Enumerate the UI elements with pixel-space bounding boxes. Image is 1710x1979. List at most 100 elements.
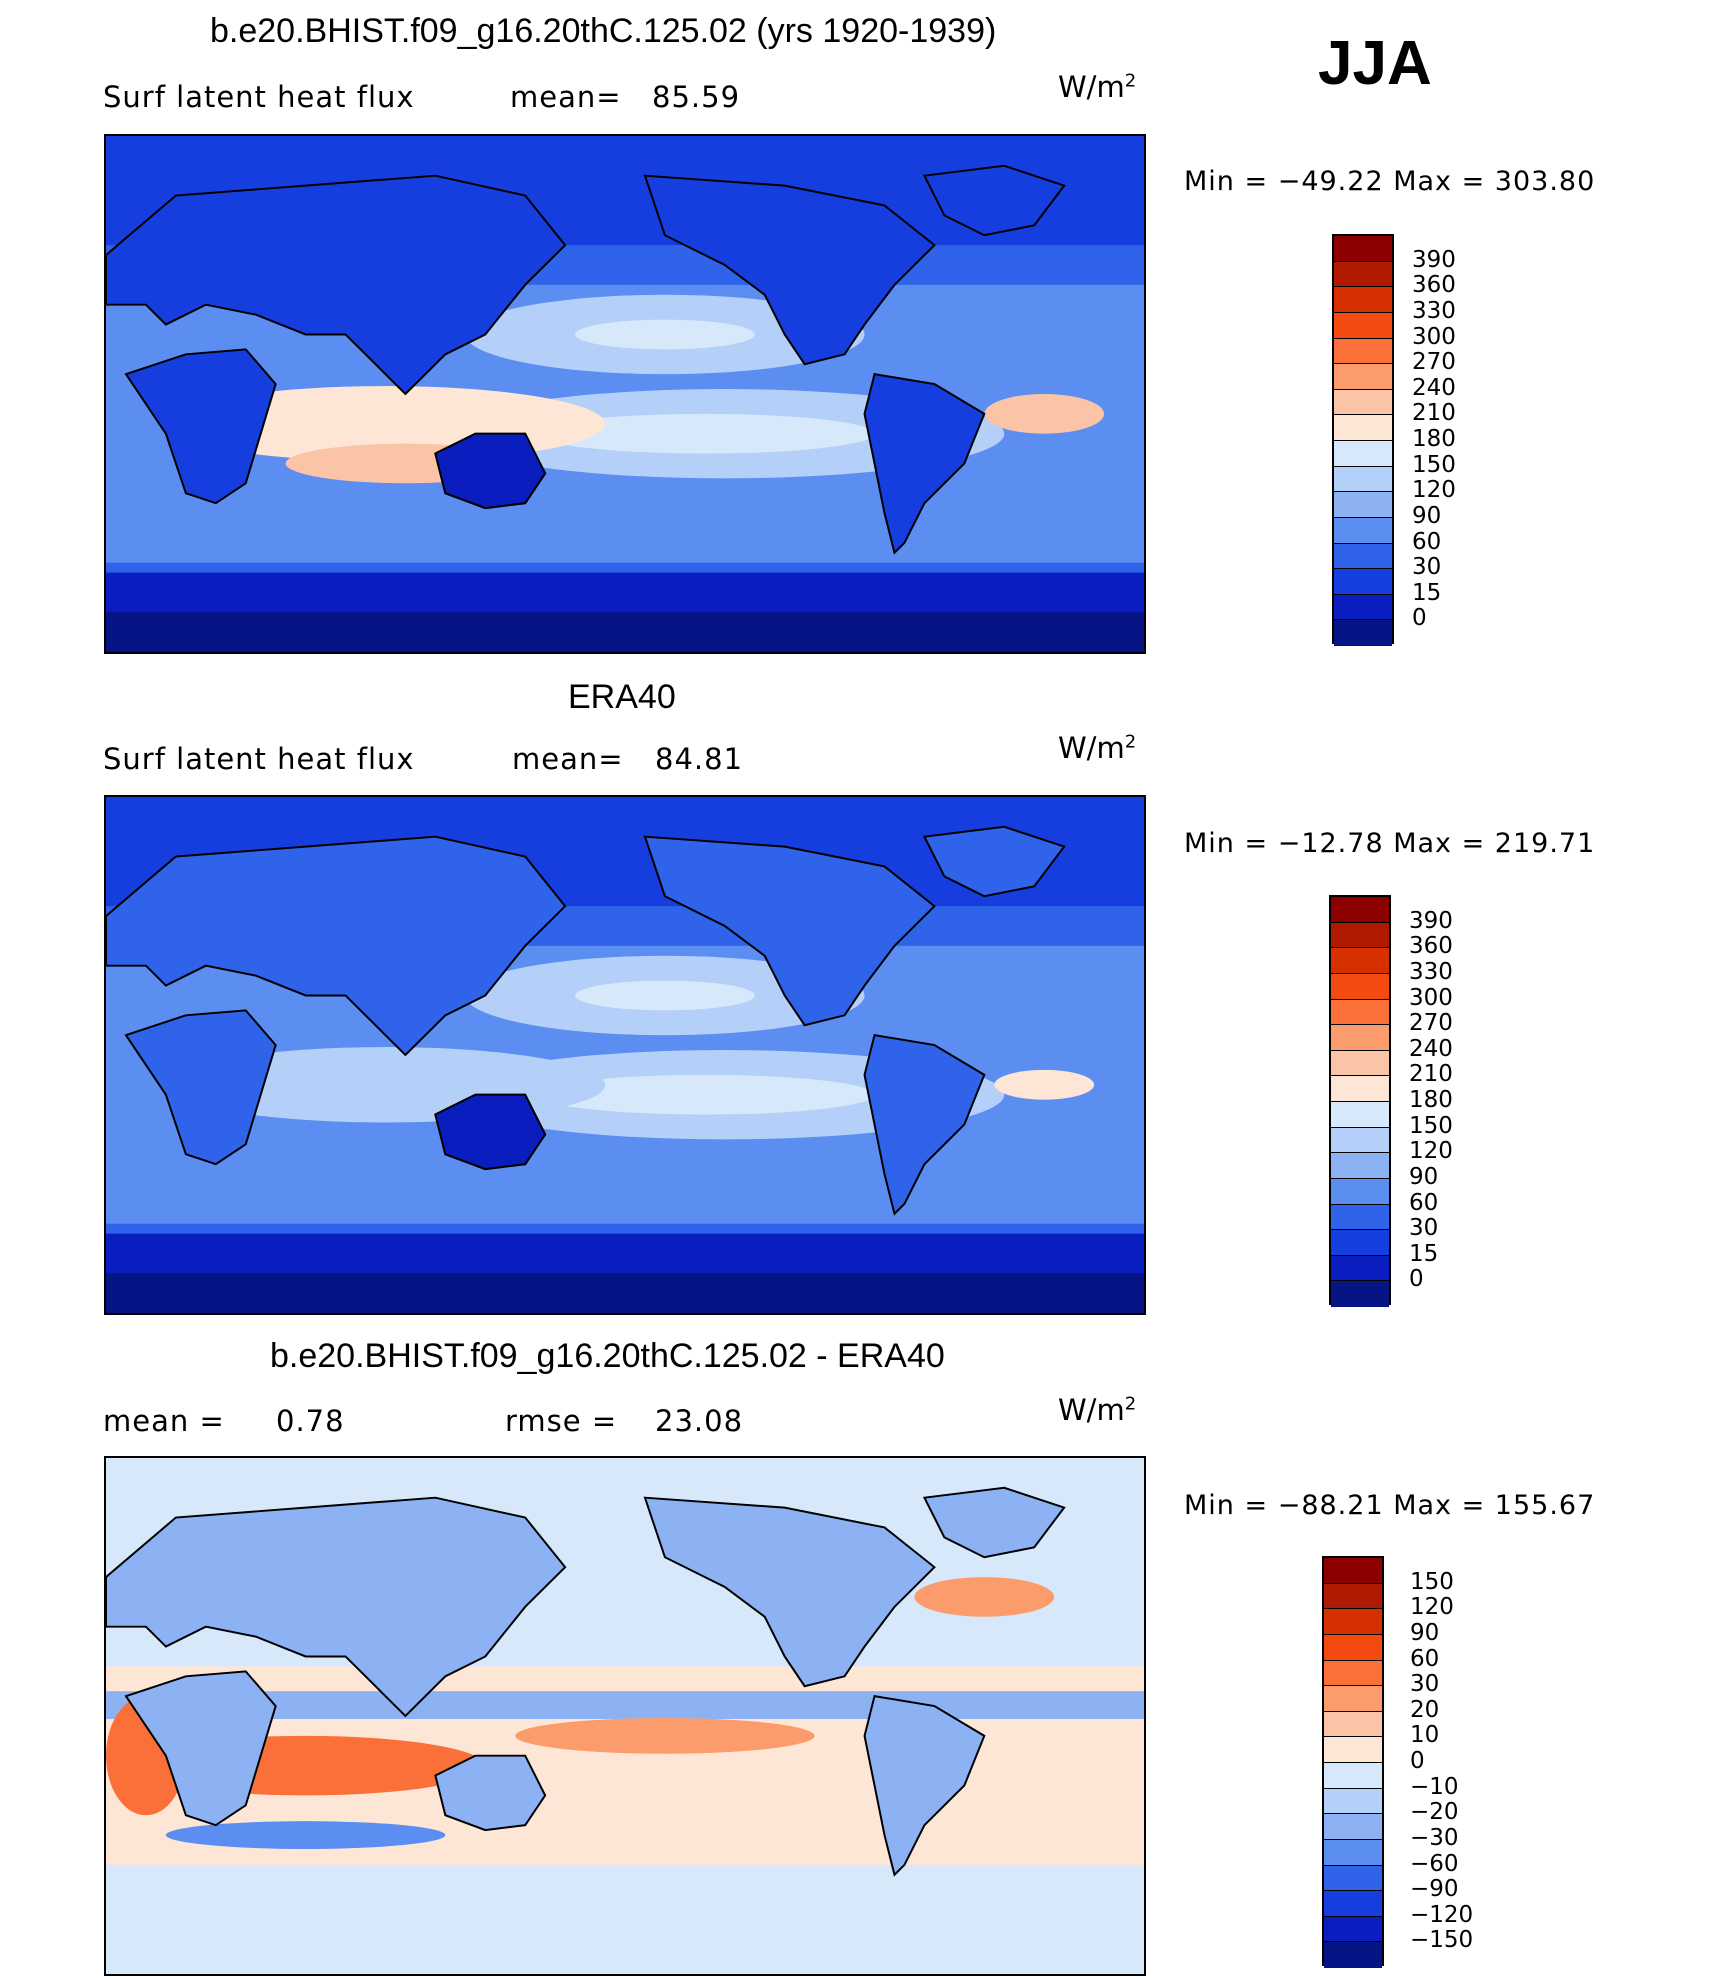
colorbar-swatch bbox=[1334, 620, 1392, 646]
panel-3-rmse-label: rmse = bbox=[505, 1404, 618, 1438]
panel-2-units: W/m2 bbox=[1058, 731, 1137, 765]
panel-1-mean-value: 85.59 bbox=[652, 80, 741, 114]
colorbar-tick-label: 180 bbox=[1409, 1087, 1453, 1113]
colorbar-swatch bbox=[1331, 1127, 1389, 1154]
panel-3-colorbar bbox=[1322, 1556, 1384, 1968]
colorbar-swatch bbox=[1334, 466, 1392, 493]
panel-3-mean-label: mean = bbox=[103, 1404, 225, 1438]
colorbar-swatch bbox=[1324, 1609, 1382, 1635]
colorbar-tick-label: 210 bbox=[1409, 1061, 1453, 1088]
colorbar-swatch bbox=[1331, 1025, 1389, 1051]
colorbar-tick-label: 180 bbox=[1412, 426, 1456, 452]
colorbar-swatch bbox=[1324, 1583, 1382, 1610]
panel-2-colorbar bbox=[1329, 895, 1391, 1307]
colorbar-swatch bbox=[1331, 973, 1389, 1000]
colorbar-tick-label: 210 bbox=[1412, 400, 1456, 427]
colorbar-tick-label: 270 bbox=[1409, 1010, 1453, 1037]
colorbar-tick-label: −30 bbox=[1410, 1824, 1459, 1851]
panel-3-title: b.e20.BHIST.f09_g16.20thC.125.02 - ERA40 bbox=[270, 1337, 945, 1375]
colorbar-tick-label: 270 bbox=[1412, 349, 1456, 376]
panel-2-map bbox=[104, 795, 1146, 1315]
panel-3-mean-value: 0.78 bbox=[276, 1404, 345, 1438]
panel-1-variable-label: Surf latent heat flux bbox=[103, 80, 415, 114]
colorbar-swatch bbox=[1324, 1763, 1382, 1789]
colorbar-tick-label: 360 bbox=[1409, 933, 1453, 960]
colorbar-swatch bbox=[1324, 1660, 1382, 1687]
colorbar-swatch bbox=[1334, 415, 1392, 441]
colorbar-swatch bbox=[1334, 287, 1392, 313]
colorbar-tick-label: 150 bbox=[1409, 1112, 1453, 1139]
colorbar-swatch bbox=[1324, 1839, 1382, 1866]
colorbar-swatch bbox=[1334, 594, 1392, 621]
panel-1-map bbox=[104, 134, 1146, 654]
colorbar-swatch bbox=[1331, 1204, 1389, 1231]
colorbar-swatch bbox=[1324, 1814, 1382, 1840]
colorbar-swatch bbox=[1331, 1255, 1389, 1282]
colorbar-tick-label: 30 bbox=[1410, 1671, 1440, 1698]
colorbar-swatch bbox=[1324, 1634, 1382, 1661]
colorbar-swatch bbox=[1331, 1102, 1389, 1128]
colorbar-swatch bbox=[1334, 441, 1392, 467]
panel-2-variable-label: Surf latent heat flux bbox=[103, 742, 415, 776]
colorbar-swatch bbox=[1331, 1076, 1389, 1102]
colorbar-swatch bbox=[1324, 1686, 1382, 1712]
colorbar-tick-label: 90 bbox=[1410, 1619, 1440, 1646]
colorbar-swatch bbox=[1331, 1281, 1389, 1307]
colorbar-swatch bbox=[1334, 389, 1392, 416]
colorbar-tick-label: −120 bbox=[1410, 1901, 1474, 1928]
colorbar-swatch bbox=[1331, 922, 1389, 949]
colorbar-tick-label: 120 bbox=[1412, 477, 1456, 504]
panel-2-mean-label: mean= bbox=[512, 742, 624, 776]
colorbar-tick-label: −60 bbox=[1410, 1850, 1459, 1877]
colorbar-swatch bbox=[1331, 1230, 1389, 1256]
colorbar-swatch bbox=[1324, 1711, 1382, 1738]
season-label: JJA bbox=[1318, 29, 1432, 98]
colorbar-tick-label: 390 bbox=[1409, 907, 1453, 934]
colorbar-tick-label: 10 bbox=[1410, 1722, 1440, 1749]
colorbar-tick-label: 30 bbox=[1409, 1215, 1439, 1242]
colorbar-swatch bbox=[1334, 261, 1392, 288]
panel-1-units: W/m2 bbox=[1058, 70, 1137, 104]
colorbar-tick-label: 15 bbox=[1409, 1240, 1439, 1267]
colorbar-tick-label: −90 bbox=[1410, 1876, 1459, 1903]
colorbar-tick-label: 30 bbox=[1412, 554, 1442, 581]
colorbar-swatch bbox=[1331, 948, 1389, 974]
colorbar-swatch bbox=[1324, 1942, 1382, 1968]
panel-3-rmse-value: 23.08 bbox=[655, 1404, 744, 1438]
colorbar-tick-label: 330 bbox=[1409, 958, 1453, 985]
panel-1-mean-label: mean= bbox=[510, 80, 622, 114]
colorbar-swatch bbox=[1324, 1891, 1382, 1917]
colorbar-tick-label: 300 bbox=[1409, 984, 1453, 1011]
colorbar-swatch bbox=[1334, 517, 1392, 544]
panel-3-minmax: Min = −88.21 Max = 155.67 bbox=[1184, 1490, 1596, 1521]
colorbar-tick-label: 330 bbox=[1412, 297, 1456, 324]
colorbar-tick-label: 120 bbox=[1410, 1594, 1454, 1621]
colorbar-tick-label: 300 bbox=[1412, 323, 1456, 350]
colorbar-swatch bbox=[1324, 1737, 1382, 1763]
colorbar-tick-label: 0 bbox=[1412, 605, 1427, 632]
panel-3-map bbox=[104, 1456, 1146, 1976]
panel-1-minmax: Min = −49.22 Max = 303.80 bbox=[1184, 166, 1596, 197]
colorbar-swatch bbox=[1331, 1050, 1389, 1077]
panel-1-colorbar bbox=[1332, 234, 1394, 646]
colorbar-swatch bbox=[1324, 1865, 1382, 1892]
colorbar-swatch bbox=[1334, 492, 1392, 518]
panel-2-title: ERA40 bbox=[568, 678, 676, 716]
colorbar-tick-label: 90 bbox=[1412, 502, 1442, 529]
colorbar-tick-label: 90 bbox=[1409, 1163, 1439, 1190]
colorbar-tick-label: 0 bbox=[1409, 1266, 1424, 1293]
colorbar-tick-label: 0 bbox=[1410, 1748, 1425, 1774]
colorbar-tick-label: 60 bbox=[1410, 1645, 1440, 1672]
colorbar-swatch bbox=[1324, 1558, 1382, 1584]
colorbar-tick-label: −20 bbox=[1410, 1799, 1459, 1826]
colorbar-swatch bbox=[1324, 1916, 1382, 1943]
colorbar-swatch bbox=[1334, 312, 1392, 339]
colorbar-swatch bbox=[1334, 543, 1392, 570]
colorbar-tick-label: 240 bbox=[1409, 1035, 1453, 1062]
colorbar-swatch bbox=[1331, 897, 1389, 923]
colorbar-tick-label: 150 bbox=[1410, 1568, 1454, 1595]
colorbar-tick-label: 20 bbox=[1410, 1696, 1440, 1723]
colorbar-tick-label: −10 bbox=[1410, 1773, 1459, 1800]
colorbar-tick-label: 15 bbox=[1412, 579, 1442, 606]
colorbar-tick-label: 60 bbox=[1409, 1189, 1439, 1216]
